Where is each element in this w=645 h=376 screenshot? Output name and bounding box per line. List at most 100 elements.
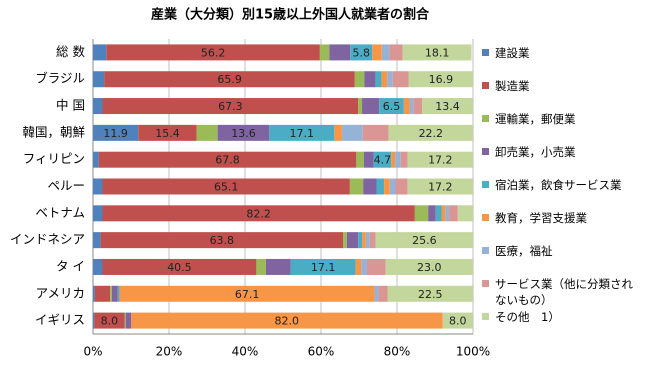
bar-segment [93, 151, 99, 168]
bar-segment [373, 151, 392, 168]
bar-segment [110, 285, 112, 302]
value-label: 82.0 [275, 315, 300, 328]
value-label: 65.9 [217, 73, 242, 86]
bar-segment [102, 205, 415, 222]
bar-segment [384, 178, 390, 195]
y-tick-label: タ イ [56, 258, 85, 273]
value-label: 56.2 [201, 46, 226, 59]
bar-segment [112, 285, 118, 302]
value-label: 22.2 [419, 127, 444, 140]
bar-segment [94, 285, 111, 302]
legend-item: 運輸業，郵便業 [478, 111, 638, 127]
bar-segment [119, 285, 375, 302]
bar-segment [102, 178, 350, 195]
x-tick-label: 0% [83, 345, 102, 359]
bar-segment [94, 312, 125, 329]
bar-segment [407, 178, 473, 195]
legend-label: 宿泊業，飲食サービス業 [495, 178, 622, 192]
y-tick-label: ペルー [47, 178, 85, 193]
value-label: 17.2 [428, 181, 453, 194]
legend-swatch [482, 280, 489, 287]
legend-item: その他 1） [478, 309, 638, 325]
legend-label: 製造業 [495, 79, 530, 93]
legend-item: 製造業 [478, 78, 638, 94]
bar-segment [407, 151, 473, 168]
bar-segment [374, 285, 379, 302]
legend: 建設業製造業運輸業，郵便業卸売業，小売業 宿泊業，飲食サービス業 教育，学習支援業医… [478, 0, 638, 376]
bar-segment [117, 285, 120, 302]
y-tick-label: インドネシア [10, 232, 85, 247]
bar-segment [106, 44, 320, 61]
bar-segment [356, 151, 364, 168]
bar-segment [93, 312, 95, 329]
bar-segment [93, 124, 139, 141]
bar-segment [355, 258, 362, 275]
bar-segment [269, 124, 335, 141]
x-tick-label: 20% [156, 345, 183, 359]
legend-label: 教育，学習支援業 [495, 211, 587, 225]
y-tick-label: イギリス [35, 312, 85, 327]
y-tick-label: ベトナム [35, 205, 85, 220]
bar-segment [366, 258, 386, 275]
bar-segment [441, 205, 446, 222]
x-tick-label: 80% [384, 345, 411, 359]
bar-segment [256, 258, 266, 275]
legend-swatch [482, 247, 489, 254]
legend-item: 卸売業，小売業 [478, 144, 638, 160]
y-tick-label: 中 国 [56, 98, 85, 113]
bar-segment [102, 258, 257, 275]
bar-segment [395, 151, 401, 168]
bar-segment [457, 205, 473, 222]
bar-segment [376, 178, 385, 195]
bar-segment [408, 71, 473, 88]
value-label: 8.0 [101, 315, 119, 328]
value-label: 8.0 [449, 315, 467, 328]
legend-swatch [482, 214, 489, 221]
legend-item: 建設業 [478, 45, 638, 61]
y-tick-label: アメリカ [36, 285, 85, 300]
y-tick-label: フィリピン [23, 151, 85, 166]
bar-segment [319, 44, 330, 61]
bar-segment [354, 71, 365, 88]
bar-segment [349, 178, 364, 195]
value-label: 67.3 [218, 100, 243, 113]
value-label: 15.4 [155, 127, 180, 140]
bar-segment [369, 232, 376, 249]
bar-segment [389, 44, 403, 61]
bar-segment [413, 98, 423, 115]
value-label: 6.5 [383, 100, 401, 113]
bar-segment [362, 98, 380, 115]
legend-label: 運輸業，郵便業 [495, 112, 576, 126]
bar-segment [343, 232, 347, 249]
bar-segment [362, 232, 366, 249]
legend-swatch [482, 49, 489, 56]
y-tick-label: 総 数 [56, 44, 85, 59]
bar-segment [428, 205, 436, 222]
bar-segment [290, 258, 356, 275]
value-label: 4.7 [374, 154, 392, 167]
bar-segment [124, 312, 126, 329]
bar-segment [104, 71, 355, 88]
value-label: 65.1 [214, 181, 239, 194]
bar-segment [334, 124, 342, 141]
bar-segment [435, 205, 442, 222]
bar-segment [395, 178, 408, 195]
bar-segment [93, 44, 107, 61]
legend-label: 医療，福祉 [495, 244, 553, 258]
value-label: 67.1 [235, 288, 260, 301]
value-label: 22.5 [418, 288, 443, 301]
bar-segment [93, 285, 95, 302]
value-label: 17.1 [311, 261, 336, 274]
bar-segment [125, 312, 131, 329]
value-label: 17.2 [428, 154, 453, 167]
bar-segment [98, 151, 357, 168]
legend-item: サービス業（他に分類されないもの） [478, 276, 638, 308]
legend-label: その他 1） [495, 310, 560, 324]
value-label: 11.9 [103, 127, 128, 140]
legend-item: 宿泊業，飲食サービス業 [478, 177, 638, 193]
bar-segment [389, 178, 396, 195]
bar-segment [381, 71, 388, 88]
legend-swatch [482, 313, 489, 320]
value-label: 16.9 [429, 73, 454, 86]
